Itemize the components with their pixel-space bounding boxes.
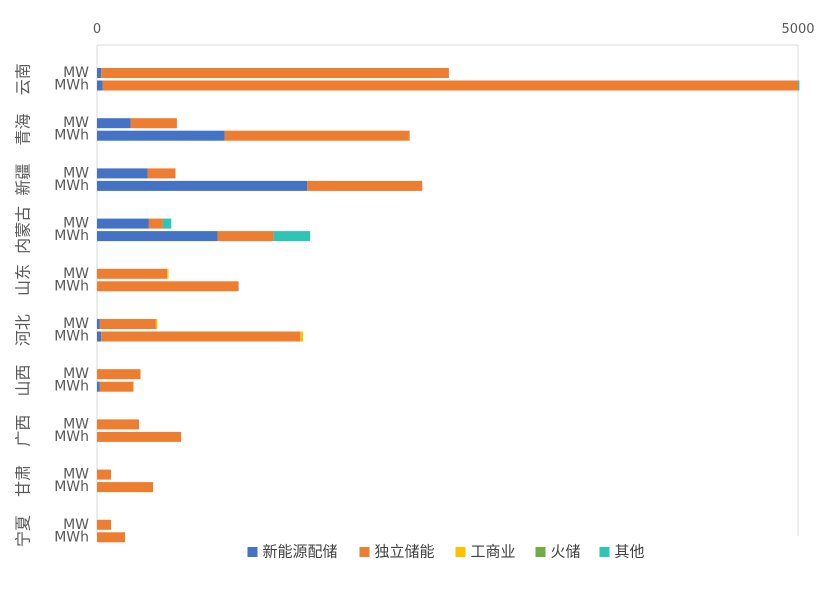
unit-label: MWh bbox=[54, 479, 89, 495]
bar-segment bbox=[217, 231, 274, 242]
bar-segment bbox=[101, 331, 301, 342]
bar-segment bbox=[97, 532, 126, 543]
legend: 新能源配储 独立储能 工商业 火储 其他 bbox=[247, 543, 645, 561]
bar-segment bbox=[97, 168, 148, 179]
unit-label: MWh bbox=[54, 379, 89, 395]
bar-segment bbox=[798, 80, 800, 91]
category-label: 河北 bbox=[14, 314, 33, 346]
bar-segment bbox=[99, 319, 156, 329]
unit-label: MWh bbox=[54, 429, 89, 445]
bar-segment bbox=[97, 519, 112, 530]
bar-segment bbox=[224, 130, 410, 141]
legend-swatch bbox=[359, 547, 370, 557]
category-label: 甘肃 bbox=[14, 465, 33, 497]
unit-label: MWh bbox=[54, 228, 89, 244]
bar-segment bbox=[97, 431, 182, 442]
bars bbox=[97, 68, 800, 543]
bar-segment bbox=[97, 482, 154, 493]
unit-label: MW bbox=[63, 416, 89, 432]
category-label: 山西 bbox=[14, 364, 33, 396]
bar-segment bbox=[147, 168, 176, 179]
unit-label: MW bbox=[63, 517, 89, 533]
bar-segment bbox=[102, 80, 798, 91]
legend-label: 火储 bbox=[551, 543, 581, 561]
unit-label: MWh bbox=[54, 329, 89, 345]
category-label: 山东 bbox=[14, 264, 33, 296]
unit-label: MW bbox=[63, 266, 89, 282]
category-label: 广西 bbox=[14, 415, 33, 447]
bar-segment bbox=[97, 469, 112, 480]
x-tick-label: 0 bbox=[93, 22, 101, 37]
legend-label: 新能源配储 bbox=[263, 543, 338, 561]
bar-segment bbox=[162, 218, 172, 229]
legend-swatch bbox=[247, 547, 258, 557]
bar-segment bbox=[97, 281, 239, 292]
category-label: 青海 bbox=[14, 113, 33, 145]
bar-segment bbox=[97, 118, 131, 129]
bar-segment bbox=[97, 369, 141, 380]
bar-segment bbox=[300, 331, 304, 342]
category-label: 内蒙古 bbox=[14, 206, 33, 254]
unit-label: MW bbox=[63, 467, 89, 483]
bar-segment bbox=[97, 218, 149, 229]
category-label: 云南 bbox=[14, 63, 33, 95]
bar-segment bbox=[97, 80, 103, 91]
bar-segment bbox=[307, 180, 423, 191]
legend-swatch bbox=[455, 547, 466, 557]
bar-segment bbox=[97, 268, 168, 279]
bar-segment bbox=[97, 319, 100, 329]
bar-segment bbox=[97, 331, 102, 342]
unit-label: MWh bbox=[54, 529, 89, 545]
bar-segment bbox=[97, 419, 140, 430]
unit-label: MW bbox=[63, 115, 89, 131]
bar-segment bbox=[97, 130, 225, 141]
unit-label: MWh bbox=[54, 178, 89, 194]
legend-label: 工商业 bbox=[471, 543, 516, 561]
unit-label: MWh bbox=[54, 128, 89, 144]
legend-swatch bbox=[599, 547, 610, 557]
unit-label: MW bbox=[63, 366, 89, 382]
bar-segment bbox=[155, 319, 158, 329]
bar-segment bbox=[97, 381, 100, 392]
bar-segment bbox=[97, 231, 218, 242]
legend-label: 其他 bbox=[615, 543, 645, 561]
bar-segment bbox=[101, 68, 449, 78]
legend-swatch bbox=[535, 547, 546, 557]
category-label: 宁夏 bbox=[14, 515, 33, 547]
bar-segment bbox=[167, 268, 169, 279]
legend-label: 独立储能 bbox=[375, 543, 435, 561]
bar-segment bbox=[97, 68, 102, 78]
unit-label: MW bbox=[63, 65, 89, 81]
category-label: 新疆 bbox=[14, 164, 33, 196]
x-axis-ticks: 0 5000 bbox=[93, 22, 815, 37]
bar-segment bbox=[97, 180, 308, 191]
unit-label: MWh bbox=[54, 278, 89, 294]
unit-label: MW bbox=[63, 216, 89, 232]
bar-segment bbox=[148, 218, 163, 229]
unit-label: MWh bbox=[54, 78, 89, 94]
bar-segment bbox=[273, 231, 311, 242]
bar-segment bbox=[99, 381, 134, 392]
unit-label: MW bbox=[63, 165, 89, 181]
unit-label: MW bbox=[63, 316, 89, 332]
x-tick-label: 5000 bbox=[781, 22, 814, 37]
bar-segment bbox=[130, 118, 177, 129]
